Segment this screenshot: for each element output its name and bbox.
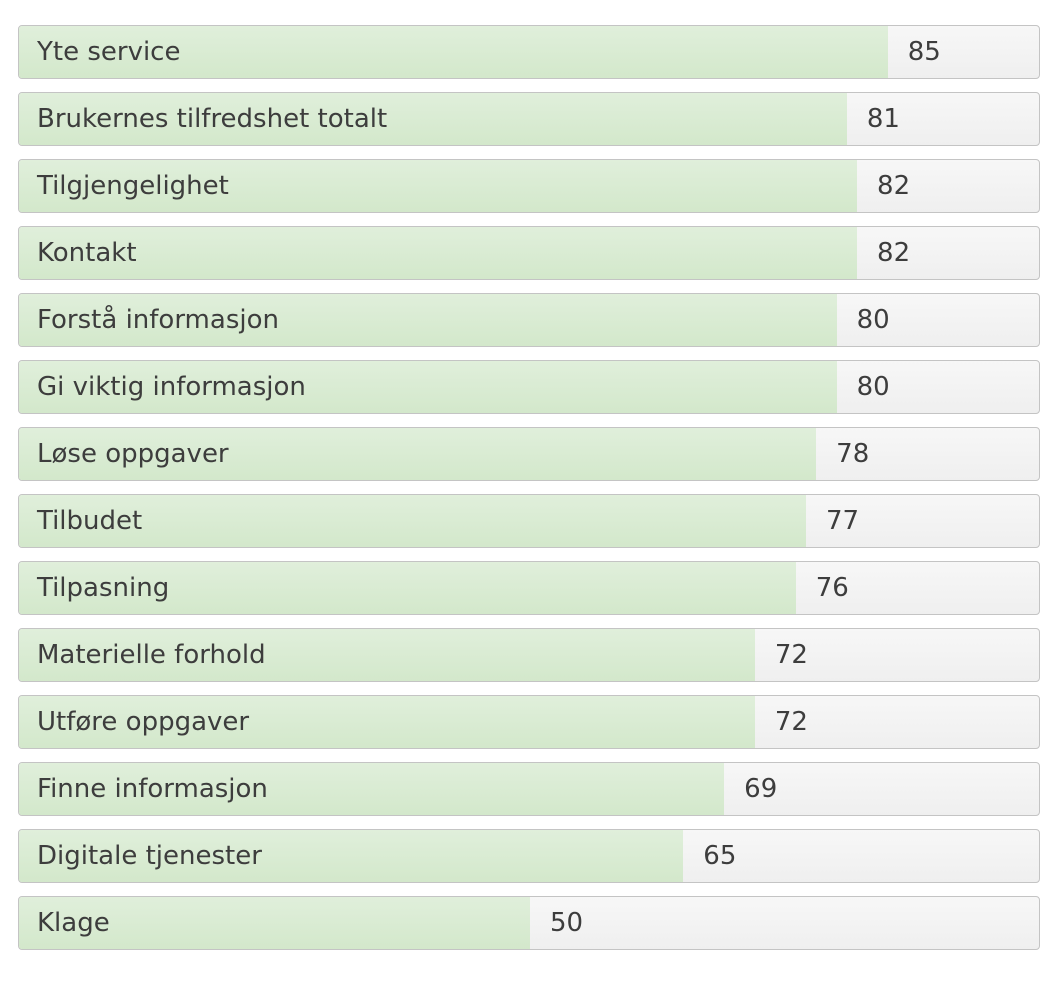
bar-value-label: 72 — [774, 707, 808, 737]
bar-row: Materielle forhold 72 — [18, 628, 1040, 682]
bar-value-label: 82 — [877, 238, 911, 268]
bar-fill — [19, 227, 858, 279]
bar-label: Yte service — [37, 37, 181, 67]
bar-value-label: 81 — [866, 104, 900, 134]
bar-fill — [19, 763, 725, 815]
bar-label: Klage — [37, 908, 110, 938]
bar-fill — [19, 294, 837, 346]
bar-fill — [19, 93, 847, 145]
bar-value-label: 65 — [703, 841, 737, 871]
bar-value-label: 50 — [550, 908, 584, 938]
bar-label: Forstå informasjon — [37, 305, 279, 335]
bar-label: Kontakt — [37, 238, 137, 268]
bar-label: Utføre oppgaver — [37, 707, 250, 737]
bar-fill — [19, 495, 806, 547]
bar-row: Utføre oppgaver 72 — [18, 695, 1040, 749]
bar-row: Finne informasjon 69 — [18, 762, 1040, 816]
bar-row: Gi viktig informasjon 80 — [18, 360, 1040, 414]
bar-value-label: 69 — [744, 774, 778, 804]
bar-row: Tilbudet 77 — [18, 494, 1040, 548]
bar-value-label: 82 — [877, 171, 911, 201]
bar-label: Brukernes tilfredshet totalt — [37, 104, 388, 134]
bar-label: Tilgjengelighet — [37, 171, 229, 201]
bar-value-label: 85 — [907, 37, 941, 67]
bar-label: Tilbudet — [37, 506, 143, 536]
bar-row: Digitale tjenester 65 — [18, 829, 1040, 883]
bar-fill — [19, 428, 817, 480]
bar-fill — [19, 629, 755, 681]
bar-label: Materielle forhold — [37, 640, 266, 670]
bar-fill — [19, 897, 530, 949]
bar-fill — [19, 26, 888, 78]
bar-value-label: 76 — [815, 573, 849, 603]
bar-row: Tilpasning 76 — [18, 561, 1040, 615]
bar-chart: Yte service 85 Brukernes tilfredshet total… — [18, 25, 1040, 963]
bar-value-label: 80 — [856, 372, 890, 402]
bar-fill — [19, 562, 796, 614]
bar-value-label: 78 — [836, 439, 870, 469]
bar-fill — [19, 361, 837, 413]
bar-row: Brukernes tilfredshet totalt 81 — [18, 92, 1040, 146]
bar-row: Tilgjengelighet 82 — [18, 159, 1040, 213]
bar-label: Løse oppgaver — [37, 439, 229, 469]
bar-fill — [19, 696, 755, 748]
bar-label: Finne informasjon — [37, 774, 268, 804]
bar-row: Kontakt 82 — [18, 226, 1040, 280]
bar-row: Løse oppgaver 78 — [18, 427, 1040, 481]
bar-value-label: 80 — [856, 305, 890, 335]
bar-row: Yte service 85 — [18, 25, 1040, 79]
bar-value-label: 77 — [825, 506, 860, 536]
bar-label: Digitale tjenester — [37, 841, 262, 871]
bar-row: Forstå informasjon 80 — [18, 293, 1040, 347]
bar-label: Tilpasning — [37, 573, 170, 603]
bar-fill — [19, 160, 858, 212]
bar-value-label: 72 — [774, 640, 808, 670]
bar-label: Gi viktig informasjon — [37, 372, 306, 402]
bar-row: Klage 50 — [18, 896, 1040, 950]
bar-fill — [19, 830, 684, 882]
